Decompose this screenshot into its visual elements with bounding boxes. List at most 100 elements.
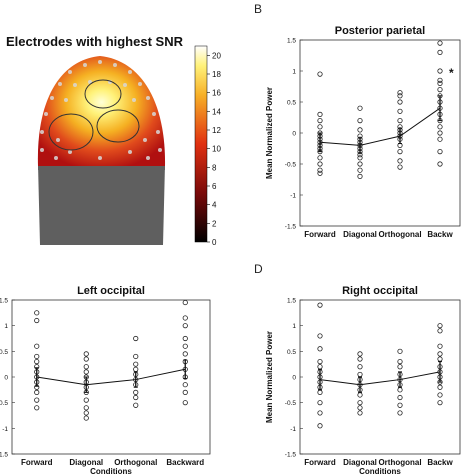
data-point — [437, 40, 443, 46]
data-point — [437, 149, 443, 155]
data-point — [317, 111, 323, 118]
data-point — [437, 130, 443, 136]
data-point — [397, 149, 403, 155]
y-tick-label: 1 — [292, 323, 296, 330]
data-point — [34, 343, 40, 349]
y-tick-label: 1.5 — [287, 38, 296, 45]
x-axis-label: Conditions — [359, 467, 401, 474]
roi-left-occipital — [48, 113, 94, 151]
roi-right-occipital — [96, 109, 140, 143]
data-point — [83, 405, 89, 411]
data-point — [397, 164, 403, 170]
data-point — [317, 333, 323, 339]
plot-frame — [299, 39, 461, 227]
data-point — [182, 299, 188, 306]
colorbar-tick-label: 4 — [212, 201, 217, 210]
y-tick-label: 1.5 — [287, 298, 296, 305]
data-point — [397, 93, 403, 99]
data-point — [357, 400, 363, 406]
y-tick-label: -1 — [290, 193, 296, 200]
y-tick-label: -1.5 — [285, 224, 297, 231]
data-point — [133, 402, 139, 408]
data-point — [437, 68, 443, 74]
y-tick-label: -1.5 — [0, 452, 8, 459]
data-point — [437, 77, 443, 83]
data-point — [317, 167, 323, 173]
data-point — [83, 351, 89, 357]
data-point — [357, 161, 363, 167]
colorbar-tick-label: 20 — [212, 51, 221, 60]
mean-line — [319, 107, 441, 146]
significance-annotation: * — [449, 66, 454, 80]
y-tick-label: 0 — [4, 375, 8, 382]
data-point — [357, 351, 363, 357]
data-point — [133, 389, 139, 396]
data-point — [317, 389, 323, 396]
mean-line — [319, 371, 441, 386]
y-tick-label: -1.5 — [285, 452, 297, 459]
data-point — [133, 335, 139, 342]
x-tick-label: Diagonal — [343, 230, 377, 239]
y-tick-label: 0 — [292, 131, 296, 138]
y-tick-label: -1 — [2, 426, 8, 433]
data-point — [317, 423, 323, 429]
chart-title: Posterior parietal — [335, 25, 425, 37]
y-tick-label: -0.5 — [0, 400, 8, 407]
data-point — [317, 400, 323, 406]
data-point — [317, 161, 323, 167]
data-point — [182, 335, 188, 342]
data-point — [437, 400, 443, 406]
data-point — [357, 410, 363, 416]
colorbar-tick-label: 0 — [212, 238, 217, 247]
x-tick-label: Orthogonal — [114, 458, 157, 467]
data-point — [182, 343, 188, 349]
colorbar-tick-label: 18 — [212, 70, 221, 79]
data-point — [182, 323, 188, 329]
panel-letter-b: B — [254, 2, 263, 16]
colorbar-tick-label: 8 — [212, 163, 217, 172]
plot-frame — [299, 299, 461, 455]
data-point — [357, 105, 363, 111]
data-point — [357, 371, 363, 378]
x-tick-label: Forward — [304, 458, 336, 467]
data-point — [357, 127, 363, 133]
data-point — [317, 359, 323, 365]
y-axis-label: Mean Normalized Power — [265, 87, 274, 179]
roi-posterior-parietal — [84, 79, 122, 109]
data-point — [317, 118, 323, 124]
data-point — [397, 359, 403, 365]
colorbar-tick-label: 12 — [212, 126, 221, 135]
y-tick-label: 1.5 — [0, 298, 8, 305]
x-axis-label: Conditions — [90, 467, 132, 474]
data-point — [182, 315, 188, 321]
data-point — [317, 71, 323, 77]
data-point — [34, 397, 40, 403]
colorbar-tick-label: 6 — [212, 182, 217, 191]
data-point — [437, 80, 443, 87]
data-point — [437, 351, 443, 357]
data-point — [83, 415, 89, 421]
colorbar-tick-label: 16 — [212, 89, 221, 98]
data-point — [83, 364, 89, 370]
data-point — [357, 173, 363, 179]
data-point — [357, 118, 363, 124]
chart-title: Left occipital — [77, 285, 145, 297]
x-tick-label: Orthogonal — [378, 458, 421, 467]
data-point — [182, 400, 188, 406]
data-point — [133, 361, 139, 367]
data-point — [83, 369, 89, 375]
data-point — [397, 158, 403, 164]
y-tick-label: 0.5 — [287, 349, 296, 356]
data-point — [34, 359, 40, 365]
data-point — [83, 410, 89, 416]
data-point — [317, 410, 323, 416]
data-point — [437, 49, 443, 55]
data-point — [397, 118, 403, 124]
data-point — [317, 155, 323, 161]
heatmap-title: Electrodes with highest SNR — [6, 34, 183, 49]
data-point — [397, 348, 403, 354]
data-point — [182, 389, 188, 396]
y-tick-label: 0.5 — [287, 100, 296, 107]
data-point — [437, 323, 443, 329]
